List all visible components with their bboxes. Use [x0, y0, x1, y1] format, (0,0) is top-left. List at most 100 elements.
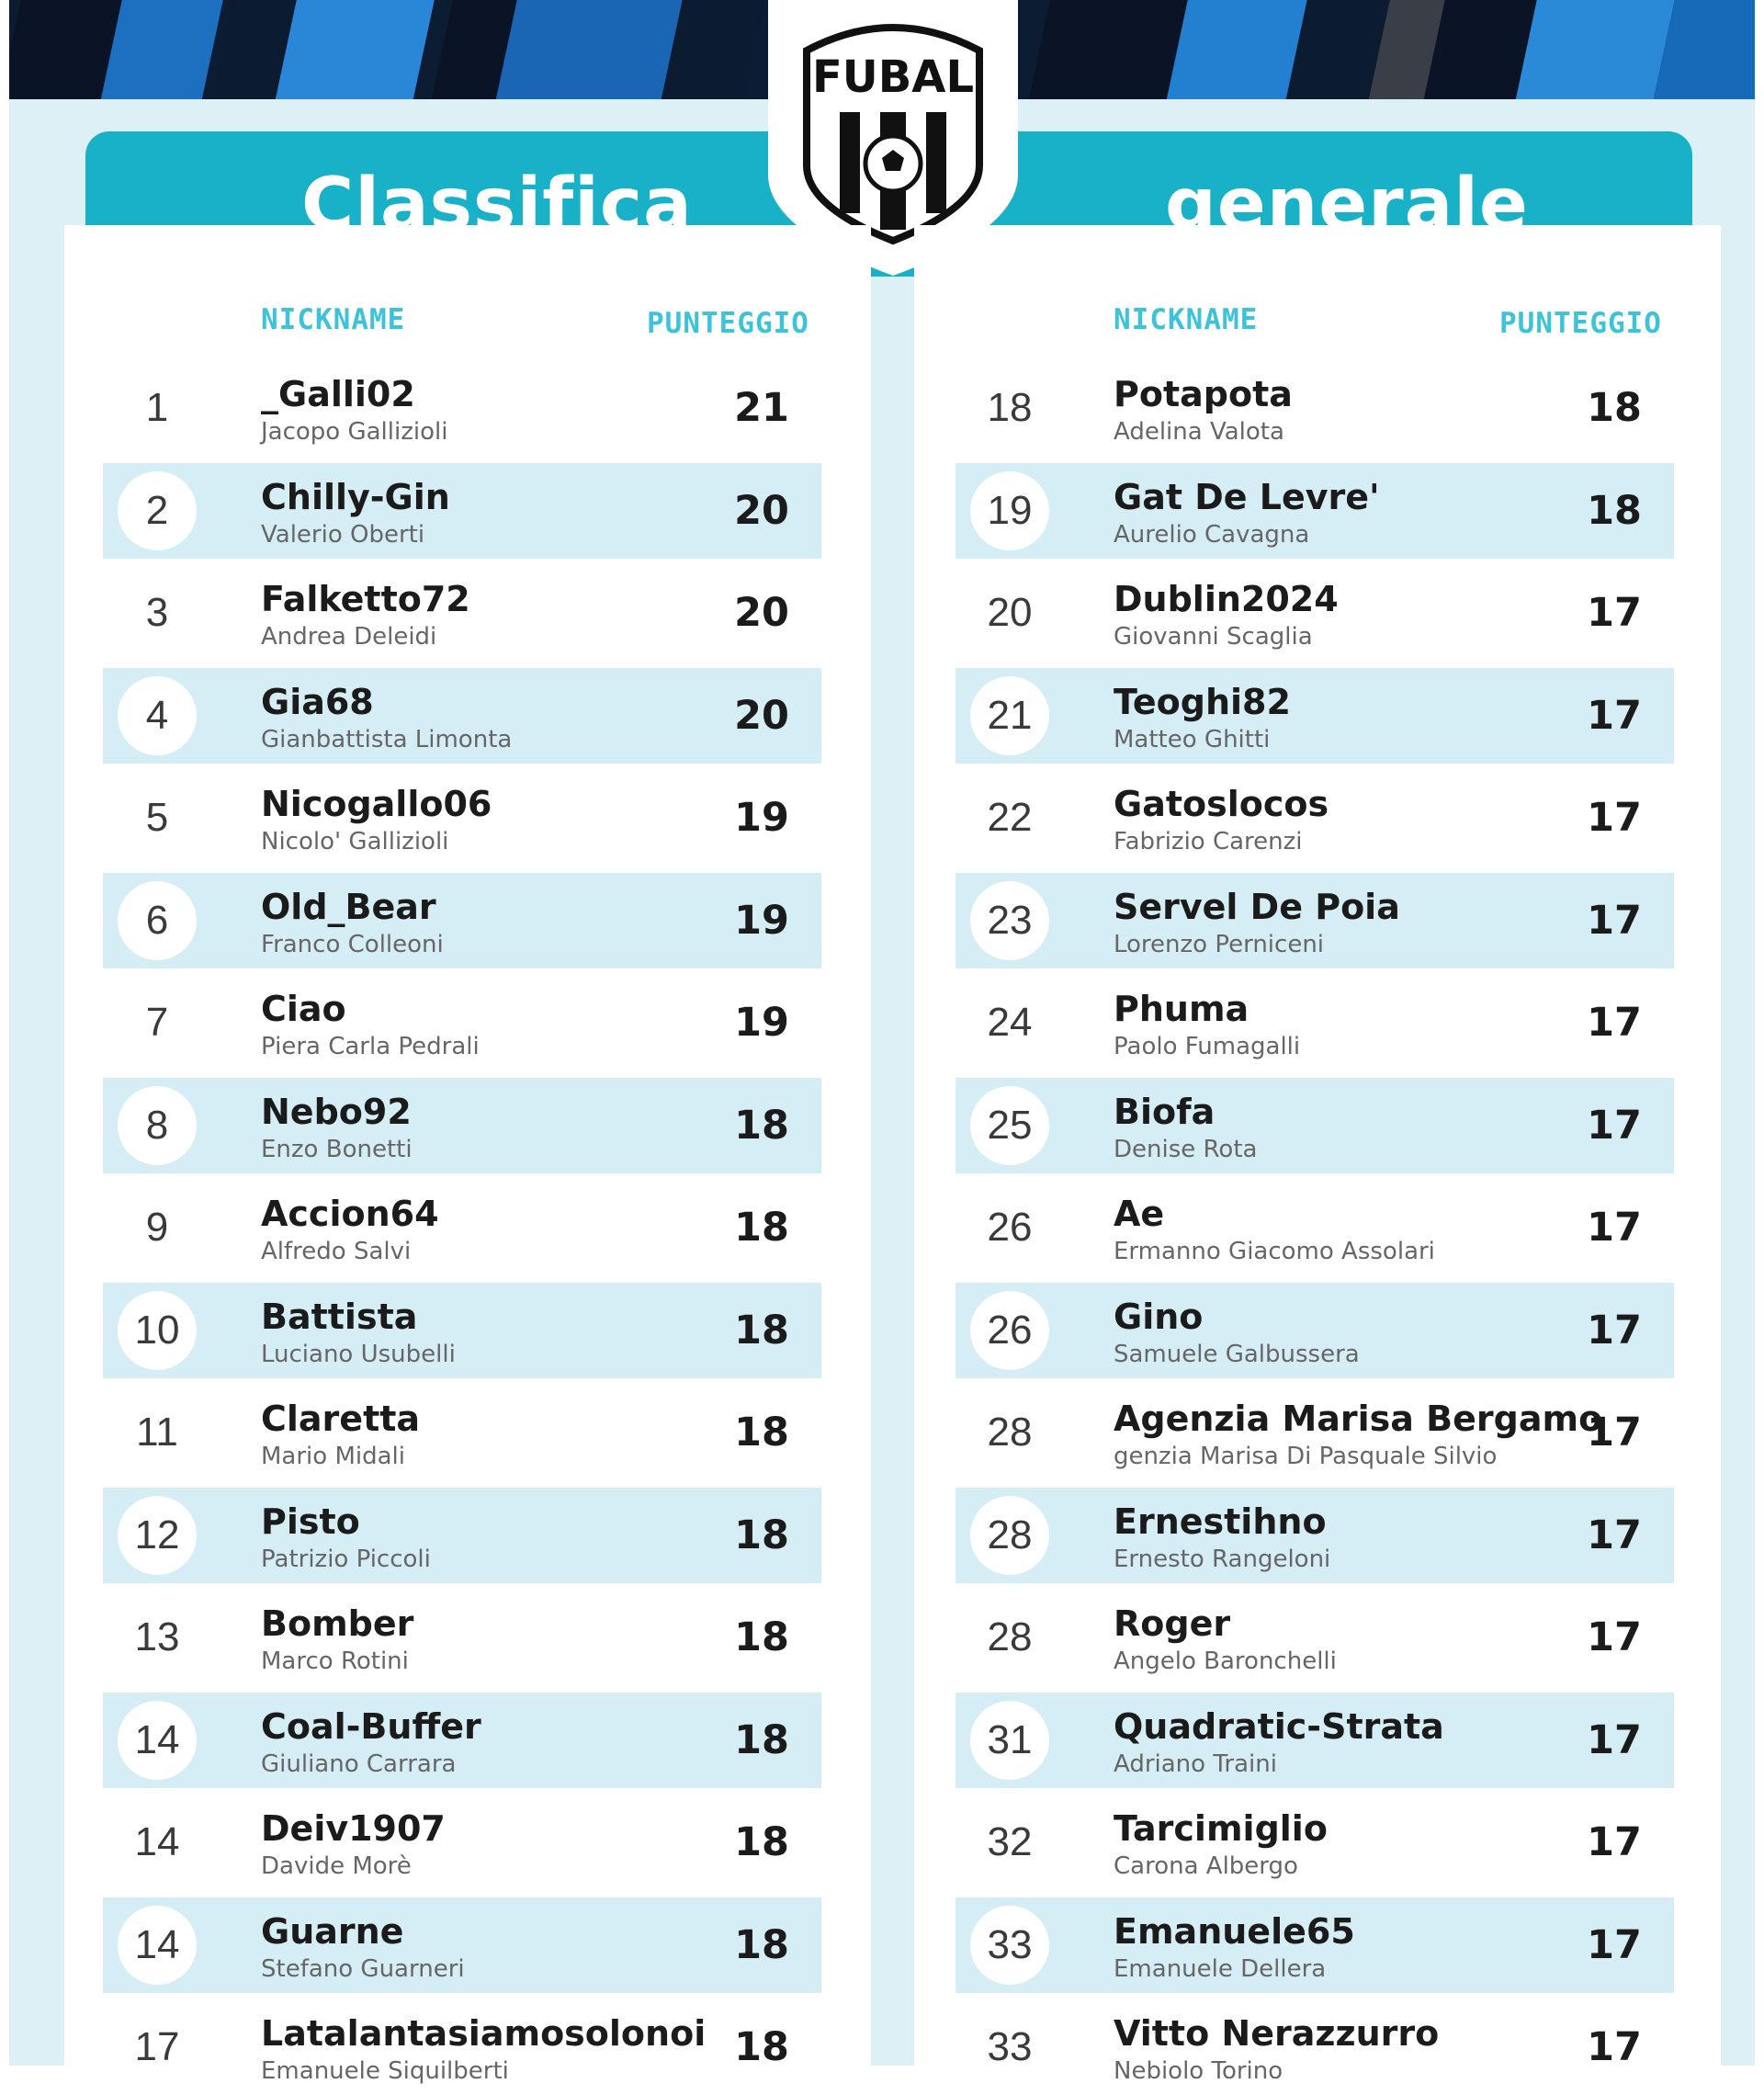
player-nickname: Latalantasiamosolonoi — [261, 2013, 707, 2054]
table-row: 14 Guarne Stefano Guarneri 18 — [103, 1897, 821, 1993]
player-score: 17 — [1587, 1716, 1642, 1763]
player-nickname: Quadratic-Strata — [1114, 1705, 1444, 1747]
player-score: 19 — [734, 795, 789, 841]
table-row: 14 Deiv1907 Davide Morè 18 — [103, 1795, 821, 1890]
rank-number: 31 — [987, 1716, 1033, 1762]
rank-circle — [970, 1290, 1049, 1370]
rank-number: 8 — [145, 1102, 169, 1148]
player-nickname: Servel De Poia — [1114, 886, 1400, 927]
table-row: 17 Latalantasiamosolonoi Emanuele Siquilbe… — [103, 1999, 821, 2095]
left-score-header: PUNTEGGIO — [647, 307, 809, 340]
player-score: 18 — [1587, 487, 1642, 534]
player-nickname: Emanuele65 — [1114, 1910, 1355, 1952]
table-row: 22 Gatoslocos Fabrizio Carenzi 17 — [956, 770, 1674, 866]
table-row: 25 Biofa Denise Rota 17 — [956, 1077, 1674, 1173]
rank-number: 14 — [134, 1921, 180, 1967]
player-name: Enzo Bonetti — [261, 1135, 413, 1163]
rank-number: 1 — [145, 385, 169, 430]
player-score: 20 — [734, 692, 789, 739]
player-name: Valerio Oberti — [261, 520, 425, 549]
player-score: 18 — [734, 1410, 789, 1455]
player-score: 18 — [734, 1512, 789, 1558]
table-row: 28 Roger Angelo Baronchelli 17 — [956, 1590, 1674, 1685]
table-row: 19 Gat De Levre' Aurelio Cavagna 18 — [956, 462, 1674, 559]
player-score: 18 — [734, 1307, 789, 1353]
player-nickname: Chilly-Gin — [261, 476, 450, 517]
player-name: Nicolo' Gallizioli — [261, 828, 449, 855]
player-score: 20 — [734, 487, 789, 534]
player-name: Andrea Deleidi — [261, 623, 437, 651]
table-row: 26 Gino Samuele Galbussera 17 — [956, 1282, 1674, 1378]
player-nickname: Battista — [261, 1296, 418, 1337]
rank-circle — [118, 1700, 197, 1780]
player-score: 17 — [1587, 1000, 1642, 1046]
player-nickname: Ciao — [261, 989, 346, 1029]
player-score: 17 — [1587, 2024, 1642, 2070]
rank-number: 10 — [134, 1307, 180, 1353]
rank-number: 32 — [987, 1819, 1033, 1864]
rank-circle — [970, 1905, 1049, 1985]
table-row: 1 _Galli02 Jacopo Gallizioli 21 — [103, 360, 821, 456]
rank-number: 9 — [145, 1205, 169, 1250]
player-score: 18 — [1587, 385, 1642, 431]
table-row: 18 Potapota Adelina Valota 18 — [956, 360, 1674, 456]
player-nickname: Roger — [1114, 1603, 1231, 1644]
rank-circle — [118, 470, 197, 550]
rank-number: 7 — [145, 1000, 169, 1045]
player-nickname: Phuma — [1114, 989, 1250, 1029]
rank-number: 25 — [987, 1102, 1033, 1148]
rank-circle — [970, 1700, 1049, 1780]
player-name: Mario Midali — [261, 1443, 405, 1470]
rank-number: 28 — [987, 1614, 1033, 1659]
rank-number: 11 — [136, 1410, 178, 1455]
rank-number: 28 — [987, 1512, 1033, 1557]
player-nickname: Falketto72 — [261, 579, 470, 619]
rank-number: 20 — [987, 590, 1033, 635]
player-nickname: Bomber — [261, 1603, 414, 1644]
logo-text: FUBAL — [812, 51, 974, 103]
table-row: 6 Old_Bear Franco Colleoni 19 — [103, 872, 821, 968]
player-nickname: Vitto Nerazzurro — [1114, 2013, 1440, 2054]
player-nickname: Ernestihno — [1114, 1500, 1327, 1542]
rank-number: 23 — [987, 897, 1033, 943]
table-row: 11 Claretta Mario Midali 18 — [103, 1385, 821, 1480]
player-nickname: Teoghi82 — [1114, 681, 1291, 722]
player-name: Luciano Usubelli — [261, 1340, 456, 1368]
player-nickname: Old_Bear — [261, 886, 436, 927]
player-name: Marco Rotini — [261, 1648, 409, 1675]
player-score: 17 — [1587, 1512, 1642, 1558]
rank-circle — [118, 880, 197, 960]
player-nickname: Accion64 — [261, 1194, 439, 1234]
rank-number: 22 — [987, 795, 1033, 840]
player-score: 19 — [734, 1000, 789, 1046]
player-score: 18 — [734, 1614, 789, 1660]
player-nickname: _Galli02 — [261, 374, 415, 414]
rank-circle — [970, 675, 1049, 755]
player-score: 18 — [734, 2024, 789, 2070]
rank-circle — [970, 880, 1049, 960]
table-row: 14 Coal-Buffer Giuliano Carrara 18 — [103, 1692, 821, 1788]
player-score: 17 — [1587, 590, 1642, 636]
player-score: 21 — [734, 385, 789, 431]
player-name: Alfredo Salvi — [261, 1238, 412, 1265]
table-row: 20 Dublin2024 Giovanni Scaglia 17 — [956, 565, 1674, 661]
player-name: Davide Morè — [261, 1852, 412, 1880]
rank-number: 14 — [134, 1819, 180, 1864]
player-nickname: Coal-Buffer — [261, 1705, 481, 1747]
player-name: Denise Rota — [1114, 1135, 1258, 1163]
player-score: 17 — [1587, 1614, 1642, 1660]
player-name: Samuele Galbussera — [1114, 1340, 1360, 1368]
logo-badge: FUBAL — [768, 0, 1018, 276]
rank-number: 26 — [987, 1307, 1033, 1353]
table-row: 28 Agenzia Marisa Bergamo genzia Marisa D… — [956, 1385, 1674, 1480]
table-row: 3 Falketto72 Andrea Deleidi 20 — [103, 565, 821, 661]
rank-number: 2 — [145, 487, 169, 533]
player-nickname: Pisto — [261, 1500, 360, 1542]
player-score: 17 — [1587, 1819, 1642, 1865]
player-score: 19 — [734, 897, 789, 944]
rank-number: 12 — [134, 1512, 180, 1557]
player-score: 18 — [734, 1819, 789, 1865]
table-row: 28 Ernestihno Ernesto Rangeloni 17 — [956, 1487, 1674, 1583]
player-score: 18 — [734, 1102, 789, 1149]
table-row: 9 Accion64 Alfredo Salvi 18 — [103, 1180, 821, 1275]
